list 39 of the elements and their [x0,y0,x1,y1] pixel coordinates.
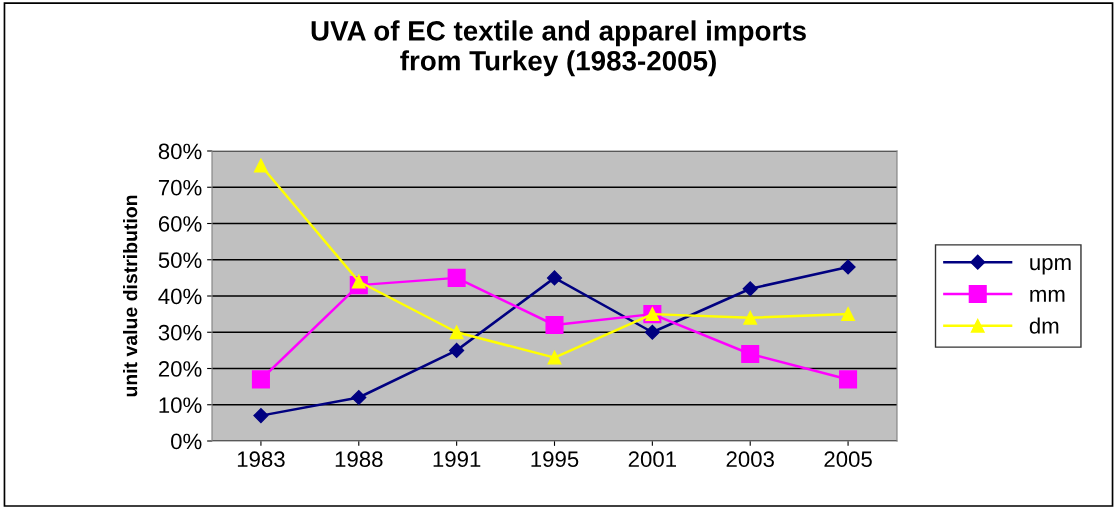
y-tick-label: 0% [171,433,202,450]
x-tick-label: 2005 [824,451,872,468]
y-tick-label: 80% [158,143,202,160]
y-tick-label: 30% [158,324,202,341]
legend-label: dm [1029,317,1059,334]
y-tick-label: 40% [158,288,202,305]
legend-label: mm [1030,289,1065,302]
point [741,344,760,364]
point [742,281,758,297]
point [644,324,660,340]
y-tick-label: 50% [158,252,202,269]
point [841,307,856,322]
y-tick-label: 70% [158,179,202,196]
point [351,274,366,289]
y-tick-label: 20% [158,361,202,377]
chart-title: UVA of EC textile and apparel imports from Turkey (1983-2005) [311,20,806,77]
y-tick-label: 60% [158,216,202,232]
point [545,315,564,335]
point [839,370,858,389]
x-tick-label: 1983 [237,451,285,468]
point [447,268,466,287]
point [251,370,270,389]
x-tick-label: 2001 [628,451,676,468]
point [449,342,465,358]
point [840,259,856,275]
point [546,270,563,286]
x-tick-label: 1988 [335,451,383,468]
point [743,310,758,325]
x-tick-label: 2003 [726,451,774,468]
point [253,158,268,173]
point [253,408,269,424]
point [449,325,464,340]
point [547,350,562,365]
point [351,389,367,406]
x-tick-label: 1991 [433,451,481,468]
x-tick-label: 1995 [531,451,579,468]
legend-label: upm [1030,257,1071,275]
y-axis-title: unit value distribution [123,195,138,397]
y-tick-label: 10% [159,397,202,414]
